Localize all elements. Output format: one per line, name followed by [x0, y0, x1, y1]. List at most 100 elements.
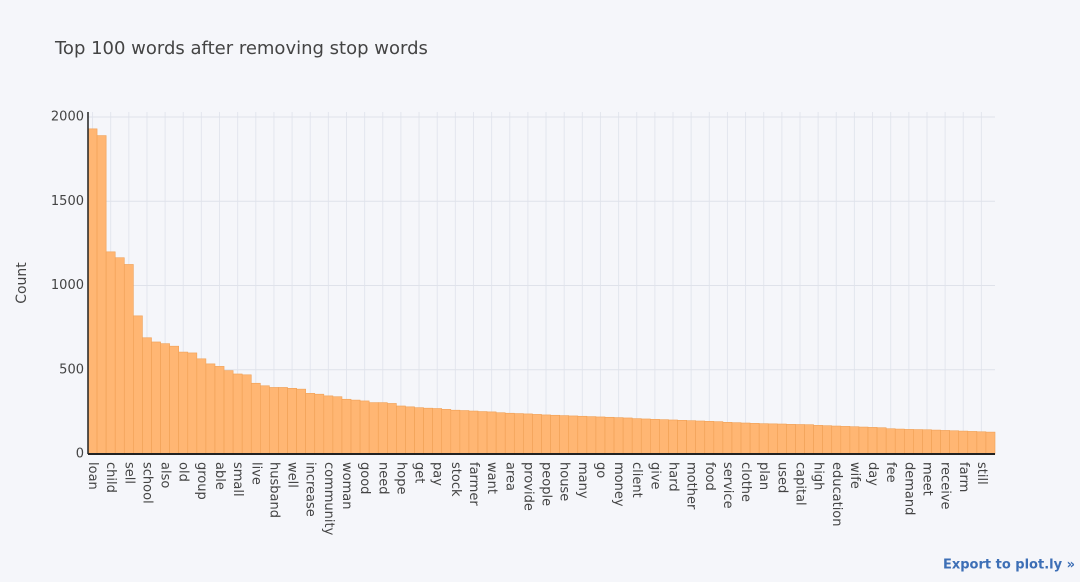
bar	[296, 388, 306, 455]
x-tick-label: get	[412, 462, 427, 483]
bar	[396, 405, 406, 455]
bar	[922, 429, 932, 455]
bar	[205, 363, 216, 455]
x-tick-label: service	[720, 462, 735, 509]
bar	[949, 430, 960, 455]
x-tick-label: good	[357, 462, 372, 494]
x-tick-label: people	[539, 462, 554, 506]
bar	[477, 411, 488, 455]
bar	[568, 415, 579, 455]
x-tick-label: money	[611, 462, 626, 507]
x-tick-label: food	[702, 462, 717, 491]
x-tick-label: farm	[956, 462, 971, 492]
bar	[260, 385, 270, 455]
x-tick-label: school	[139, 462, 154, 504]
bar	[459, 410, 470, 455]
x-tick-label: many	[575, 462, 590, 499]
x-tick-label: used	[774, 462, 789, 493]
bar	[359, 400, 370, 455]
bar	[350, 399, 361, 455]
x-tick-label: hope	[393, 462, 408, 494]
bar	[577, 415, 588, 455]
bar	[305, 393, 316, 455]
bar	[486, 411, 497, 455]
x-tick-label: need	[375, 462, 390, 495]
bar	[450, 409, 461, 455]
bar	[640, 418, 651, 455]
bar	[223, 370, 234, 455]
y-tick-label: 0	[76, 447, 84, 462]
bar	[686, 420, 696, 455]
bar	[695, 420, 706, 455]
bar	[613, 417, 624, 455]
x-tick-label: pay	[430, 462, 445, 486]
bar	[341, 398, 352, 455]
bar	[758, 423, 769, 455]
x-tick-label: hard	[666, 462, 681, 492]
bar	[976, 431, 987, 455]
bar	[849, 426, 860, 455]
bar	[958, 430, 969, 455]
bar	[559, 415, 570, 455]
bar	[504, 412, 515, 455]
bar	[704, 421, 715, 455]
x-tick-label: high	[811, 462, 826, 490]
bar	[885, 428, 896, 455]
bar	[196, 358, 207, 455]
x-tick-label: live	[248, 462, 263, 485]
bar	[105, 251, 116, 455]
bar	[368, 402, 379, 455]
bar	[178, 351, 189, 455]
bar	[133, 315, 143, 455]
x-tick-label: receive	[938, 462, 953, 510]
export-link[interactable]: Export to plot.ly »	[943, 558, 1075, 573]
bar	[604, 416, 615, 455]
x-tick-label: demand	[901, 462, 916, 515]
chart-title: Top 100 words after removing stop words	[54, 38, 428, 59]
bar	[894, 428, 905, 455]
bar	[631, 418, 642, 455]
bar	[250, 382, 261, 455]
bar	[840, 426, 851, 455]
x-tick-label: community	[321, 462, 336, 536]
y-tick-label: 1000	[51, 278, 84, 293]
x-tick-label: fee	[883, 462, 898, 483]
bar	[813, 425, 823, 455]
bar	[822, 425, 833, 455]
x-tick-label: clothe	[738, 462, 753, 502]
bar	[160, 343, 170, 455]
bar	[432, 408, 443, 455]
bar	[123, 264, 134, 455]
bar	[523, 413, 533, 455]
x-tick-label: house	[557, 462, 572, 501]
bar	[650, 418, 660, 455]
bar	[985, 431, 996, 455]
bar	[332, 396, 343, 455]
bar	[677, 420, 687, 455]
x-tick-label: meet	[919, 462, 934, 496]
x-tick-label: well	[285, 462, 300, 488]
bar	[241, 374, 252, 455]
bar	[142, 337, 152, 455]
x-tick-label: provide	[520, 462, 535, 511]
x-tick-label: mother	[684, 462, 699, 510]
bar	[269, 387, 279, 455]
x-tick-label: still	[974, 462, 989, 485]
bar	[731, 422, 742, 455]
bar	[777, 423, 787, 455]
bar	[595, 416, 606, 455]
y-tick-label: 500	[59, 362, 84, 377]
x-tick-label: area	[502, 462, 517, 491]
bar	[214, 366, 225, 455]
bar	[786, 424, 796, 455]
bar	[550, 414, 560, 455]
bar	[513, 413, 524, 455]
x-tick-label: loan	[85, 462, 100, 490]
bar	[495, 412, 506, 455]
x-tick-label: capital	[792, 462, 807, 506]
bar	[913, 429, 923, 455]
x-tick-label: stock	[448, 462, 463, 497]
bar	[867, 427, 878, 455]
x-tick-label: client	[629, 462, 644, 498]
